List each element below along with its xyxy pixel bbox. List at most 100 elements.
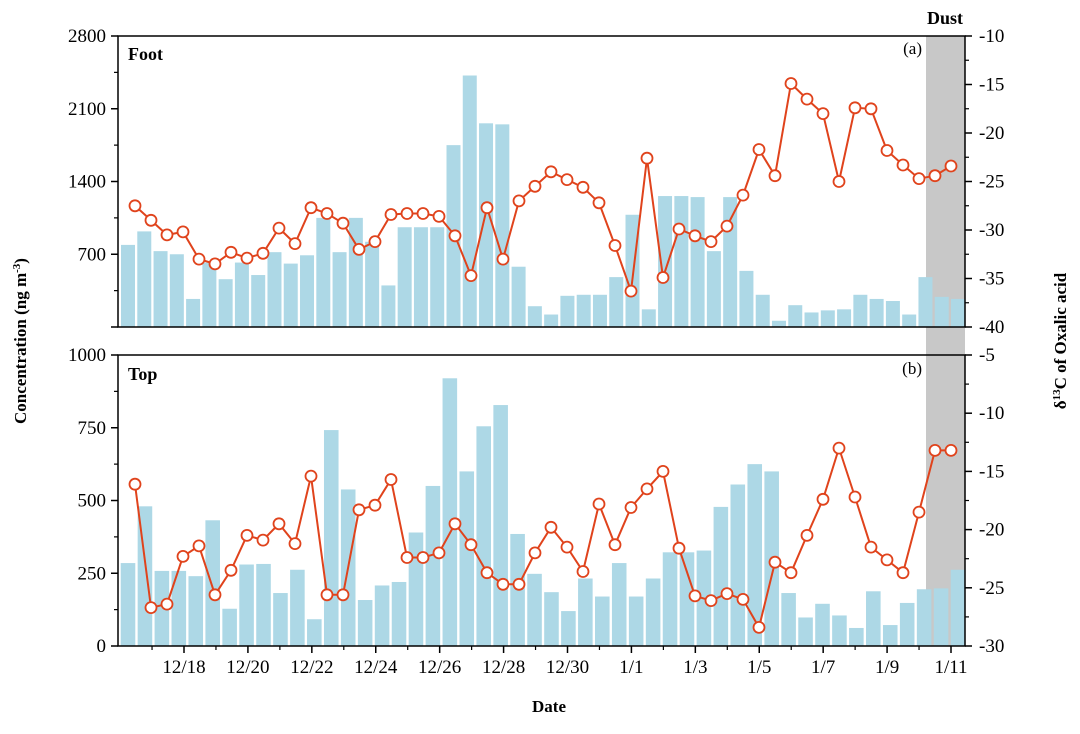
x-axis-title: Date [532, 697, 566, 716]
point-1-11 [304, 469, 318, 483]
point-1-44 [832, 441, 846, 455]
point-1-51 [944, 443, 958, 457]
point-0-0 [128, 199, 142, 213]
bar-0-6 [218, 279, 233, 327]
point-0-43 [816, 107, 830, 120]
y-left-title-end: ) [11, 258, 30, 264]
ytick-label-left-0-4: 2800 [68, 26, 106, 47]
bar-0-5 [202, 262, 217, 327]
point-0-44 [832, 175, 846, 188]
point-1-28 [576, 565, 590, 578]
bar-1-26 [561, 611, 576, 646]
point-0-15 [368, 235, 382, 249]
bar-0-22 [479, 123, 494, 327]
bar-1-43 [849, 627, 864, 646]
point-1-39 [752, 621, 766, 634]
point-0-3 [176, 225, 190, 239]
ytick-label-left-1-1: 250 [78, 563, 107, 584]
xtick-label-9: 1/5 [747, 657, 771, 678]
ytick-label-right-1-5: -5 [979, 345, 995, 366]
point-0-30 [608, 239, 622, 252]
point-1-36 [704, 594, 718, 607]
bar-0-8 [251, 275, 266, 327]
point-0-18 [416, 207, 430, 220]
point-1-20 [448, 517, 462, 531]
point-0-5 [208, 257, 222, 271]
bar-1-41 [815, 603, 830, 646]
point-1-10 [288, 537, 302, 550]
bar-1-8 [256, 563, 271, 646]
point-0-6 [224, 245, 238, 259]
point-1-50 [928, 443, 942, 457]
bar-1-5 [205, 520, 220, 646]
bar-0-39 [755, 294, 770, 327]
point-0-34 [672, 222, 686, 236]
point-0-39 [752, 143, 766, 156]
bar-0-35 [690, 197, 705, 327]
point-1-42 [800, 529, 814, 542]
bar-0-37 [723, 197, 738, 327]
bar-0-32 [641, 309, 656, 327]
bar-0-24 [511, 266, 526, 327]
panel-label-top: Top [128, 364, 157, 384]
bar-1-36 [730, 484, 746, 646]
bar-1-27 [578, 578, 593, 646]
point-0-14 [352, 242, 366, 256]
bar-1-4 [188, 576, 204, 646]
point-0-40 [768, 169, 782, 183]
point-0-20 [448, 229, 462, 243]
point-1-40 [768, 555, 782, 569]
point-0-25 [528, 179, 542, 193]
point-1-22 [480, 566, 494, 580]
bar-0-51 [951, 298, 965, 327]
ytick-label-right-0-2: -30 [979, 220, 1004, 241]
y-left-title-main: Concentration (ng m [11, 273, 30, 424]
y-axis-left-title: Concentration (ng m-3) [11, 258, 30, 424]
point-1-27 [560, 540, 574, 554]
bar-0-33 [658, 196, 673, 327]
y-axis-right-title: δ13C of Oxalic acid [1051, 272, 1070, 409]
bar-1-29 [611, 563, 627, 646]
point-1-8 [256, 533, 270, 547]
xtick-label-10: 1/7 [811, 657, 835, 678]
ytick-label-left-0-1: 700 [78, 244, 107, 265]
ytick-label-right-1-2: -20 [979, 520, 1004, 541]
point-1-34 [672, 541, 686, 555]
point-0-45 [848, 101, 862, 115]
panel-id-a: (a) [903, 39, 922, 58]
point-1-12 [320, 588, 334, 602]
point-1-45 [848, 490, 862, 504]
xtick-label-5: 12/28 [482, 657, 525, 678]
bar-1-18 [425, 485, 441, 646]
point-1-29 [592, 497, 606, 511]
bar-0-7 [234, 262, 249, 327]
ytick-label-right-1-4: -10 [979, 403, 1004, 424]
ytick-label-left-0-2: 1400 [68, 172, 106, 193]
bar-0-46 [869, 298, 884, 327]
point-0-36 [704, 235, 718, 249]
bar-1-2 [154, 570, 170, 646]
point-0-33 [656, 271, 670, 284]
point-0-16 [384, 208, 398, 221]
point-1-14 [352, 503, 366, 517]
xtick-label-8: 1/3 [683, 657, 707, 678]
bar-0-3 [169, 254, 184, 327]
xtick-label-7: 1/1 [619, 657, 643, 678]
bar-1-28 [595, 596, 610, 646]
point-0-8 [256, 246, 270, 260]
bar-0-17 [397, 227, 412, 327]
point-0-26 [544, 165, 558, 179]
bar-0-30 [609, 277, 624, 327]
point-1-1 [144, 601, 158, 614]
bar-1-3 [171, 570, 187, 646]
lines-layer [128, 77, 958, 634]
point-1-4 [192, 539, 206, 553]
series-line-1 [134, 444, 951, 631]
point-0-41 [784, 77, 798, 90]
xtick-label-4: 12/26 [418, 657, 461, 678]
point-1-7 [240, 529, 254, 542]
point-1-2 [160, 597, 174, 611]
point-1-47 [880, 553, 894, 567]
point-0-47 [880, 144, 894, 157]
